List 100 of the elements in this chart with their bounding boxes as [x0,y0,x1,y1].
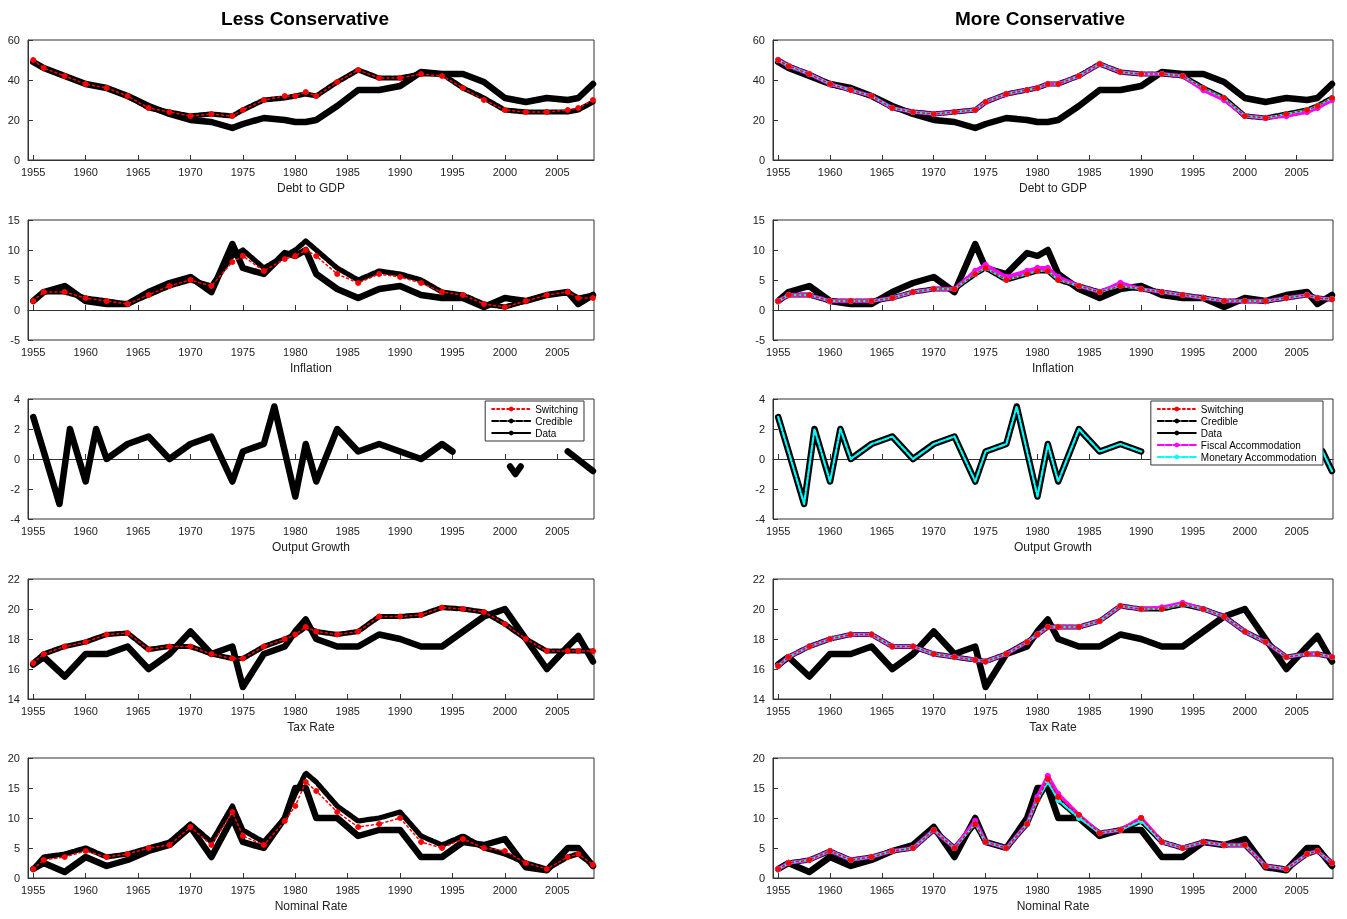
x-tick-label: 1990 [387,345,413,357]
point [292,252,299,259]
x-tick-label: 1995 [1180,883,1206,896]
point [418,839,425,845]
point [124,629,131,636]
x-tick-label: 2005 [545,345,570,357]
x-tick-label: 1965 [125,524,151,537]
x-tick-label: 1975 [973,704,998,716]
legend-label: Data [535,427,557,439]
y-tick-label: 20 [7,602,20,615]
y-tick-label: 5 [758,842,765,854]
x-tick-label: 1995 [440,165,465,178]
x-tick-label: 1995 [440,524,465,537]
y-tick-label: 5 [13,842,20,854]
point [459,605,466,612]
x-axis-title: Inflation [1031,360,1075,375]
point [30,297,37,304]
point [418,611,425,618]
y-tick-label: 20 [752,114,765,126]
point [564,107,571,113]
y-tick-label: 2 [13,423,20,435]
x-tick-label: 1975 [230,345,256,357]
point [501,620,508,627]
y-tick-label: 16 [752,662,765,675]
y-tick-label: 0 [758,154,765,166]
y-tick-label: 16 [7,662,20,675]
x-tick-label: 1955 [765,345,791,357]
x-tick-label: 1990 [387,165,413,178]
y-tick-label: 20 [7,752,20,764]
point [589,294,596,301]
point [61,854,68,860]
y-tick-label: 22 [7,572,20,585]
point [145,845,152,851]
point [260,842,267,848]
x-tick-label: 1990 [1128,524,1154,537]
point [575,105,582,111]
point [229,258,236,265]
point [281,255,288,262]
x-tick-label: 1990 [387,524,413,537]
point [292,93,299,99]
point [439,288,446,295]
y-tick-label: 20 [752,602,765,615]
x-axis-title: Tax Rate [287,719,335,734]
point [82,294,89,301]
legend-label: Fiscal Accommodation [1200,439,1301,451]
x-tick-label: 1960 [73,704,98,716]
point [145,291,152,298]
point [480,300,487,307]
y-tick-label: 0 [13,453,20,465]
x-tick-label: 1980 [283,883,308,896]
point [313,93,320,99]
x-tick-label: 2000 [1232,524,1258,537]
x-tick-label: 2005 [545,165,570,178]
point [376,821,383,827]
x-tick-label: 1970 [921,704,946,716]
y-tick-label: 15 [7,213,20,226]
x-tick-label: 1975 [230,704,256,716]
point [82,848,89,854]
y-tick-label: -5 [10,333,20,346]
x-tick-label: 1975 [973,524,998,537]
point [480,97,487,103]
x-tick-label: 1970 [921,883,946,896]
x-tick-label: 1985 [335,165,360,178]
point [459,291,466,298]
x-tick-label: 1965 [125,345,151,357]
x-tick-label: 1990 [1128,165,1154,178]
x-tick-label: 1955 [765,524,791,537]
point [187,824,194,830]
point [281,635,288,642]
x-tick-label: 1975 [230,524,256,537]
point [103,854,110,860]
point [40,288,47,295]
y-tick-label: 60 [752,34,765,46]
x-tick-label: 1985 [335,345,360,357]
x-tick-label: 1980 [1025,165,1050,178]
point [103,297,110,304]
point [564,647,571,654]
point [313,628,320,634]
y-tick-label: 18 [752,632,765,645]
point [501,107,508,113]
point [589,97,596,103]
point [61,73,68,79]
x-axis-title: Output Growth [271,540,351,554]
y-tick-label: -4 [10,513,20,525]
x-tick-label: 1960 [73,165,98,178]
x-tick-label: 1970 [178,883,203,896]
x-tick-label: 1990 [1128,345,1154,357]
point [239,107,246,113]
y-tick-label: 2 [758,423,765,435]
point [30,57,37,63]
x-tick-label: 2000 [492,883,518,896]
point [229,113,236,119]
x-tick-label: 1970 [921,524,946,537]
x-axis-title: Nominal Rate [274,899,348,913]
x-tick-label: 1970 [178,524,203,537]
point [418,71,425,77]
x-tick-label: 1965 [869,345,895,357]
point [355,279,362,286]
point [229,809,236,815]
x-tick-label: 1990 [1128,883,1154,896]
